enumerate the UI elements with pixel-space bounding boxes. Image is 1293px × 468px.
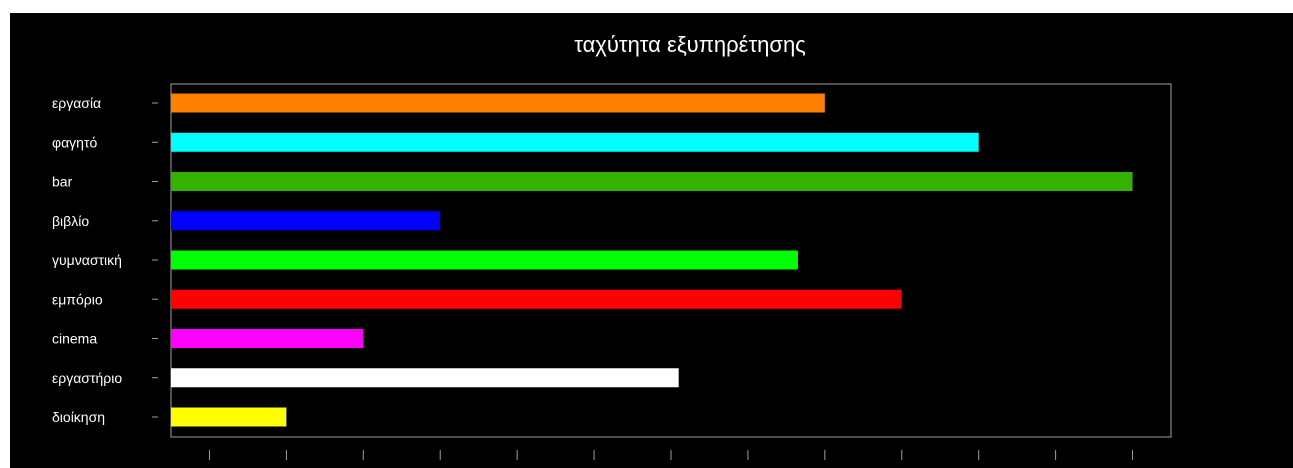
bar-2 [171, 172, 1133, 191]
category-labels: εργασία φαγητό bar βιβλίο γυμναστική εμπόριο c… [52, 95, 122, 425]
bar-6 [171, 329, 364, 348]
category-label-1: φαγητό [52, 134, 97, 150]
chart-title: ταχύτητα εξυπηρέτησης [574, 32, 806, 57]
chart-background [10, 13, 1293, 468]
bar-7 [171, 368, 679, 388]
category-label-7: εργαστήριο [52, 370, 122, 386]
x-axis-ticks [208, 450, 1134, 460]
bars [171, 93, 1133, 427]
category-label-2: bar [52, 174, 73, 190]
category-label-6: cinema [52, 331, 97, 347]
bar-8 [171, 407, 287, 427]
category-label-4: γυμναστική [52, 252, 122, 268]
bar-3 [171, 211, 441, 231]
category-label-3: βιβλίο [52, 213, 89, 229]
bar-4 [171, 250, 798, 270]
category-label-8: διοίκηση [52, 409, 105, 425]
y-axis-ticks [152, 102, 158, 418]
bar-5 [171, 289, 902, 309]
bar-1 [171, 132, 979, 152]
category-label-0: εργασία [52, 95, 101, 111]
category-label-5: εμπόριο [52, 291, 103, 307]
bar-0 [171, 93, 825, 113]
